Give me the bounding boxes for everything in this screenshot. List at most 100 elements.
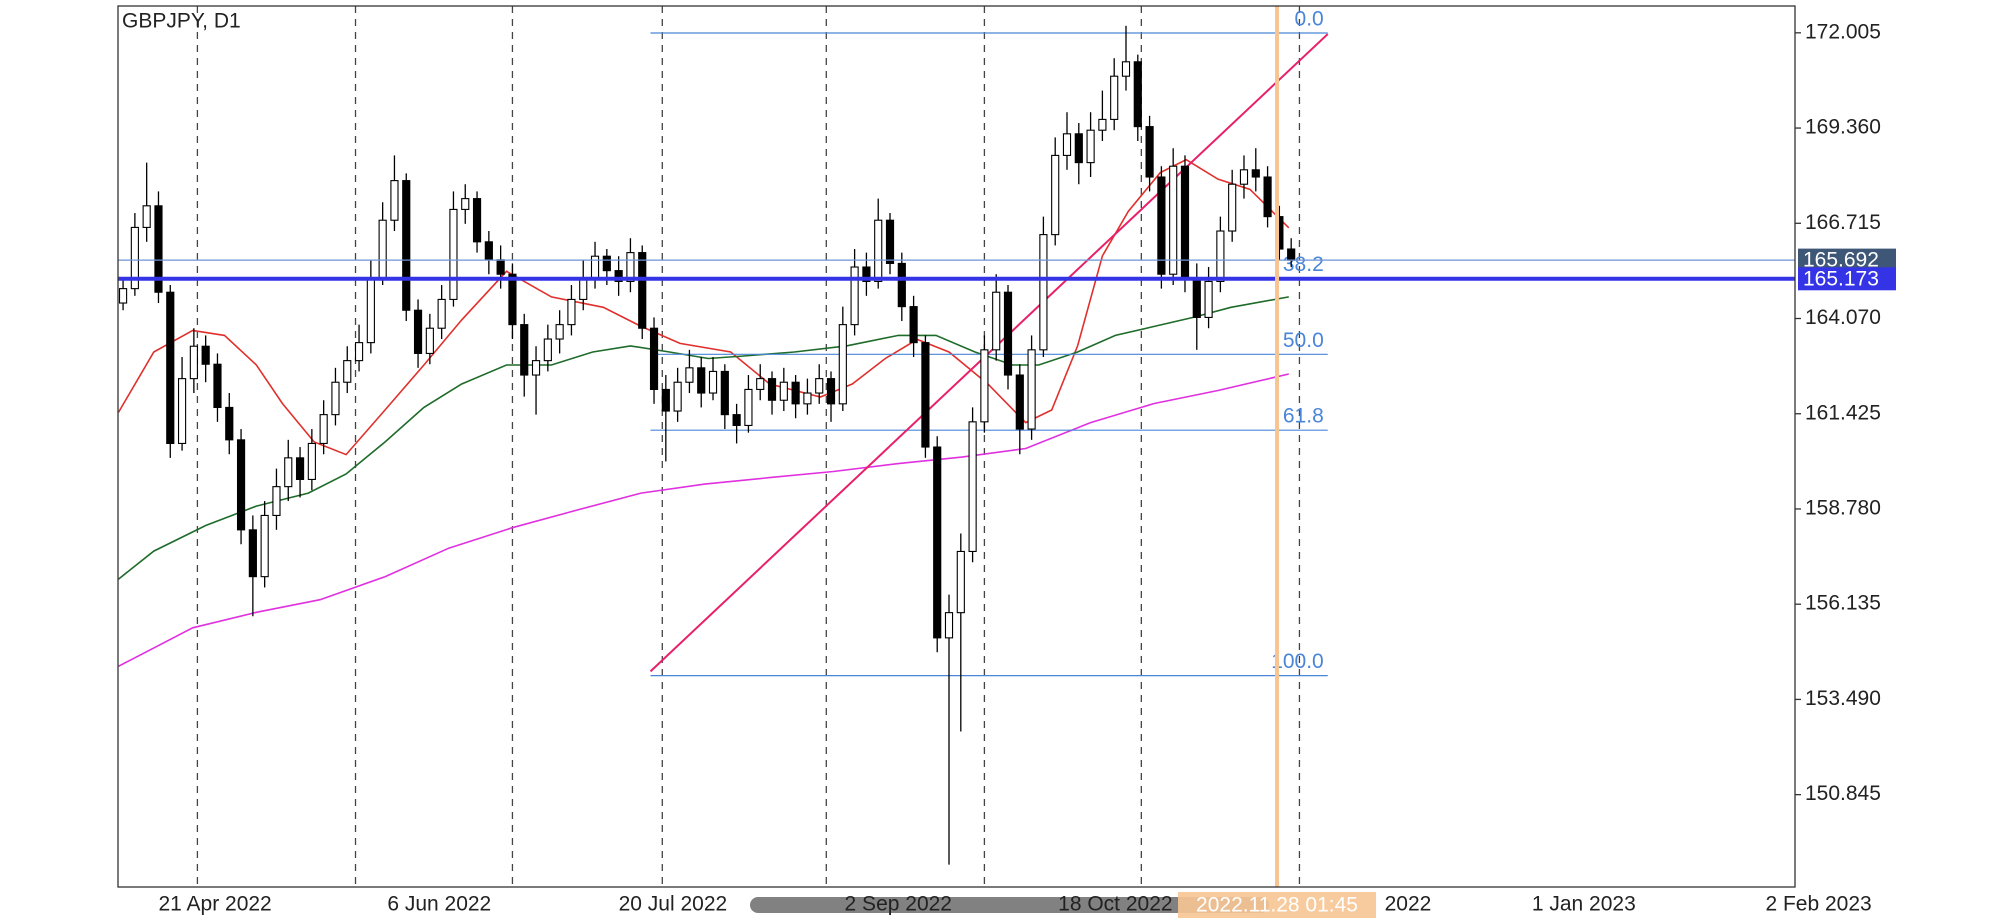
candle-body xyxy=(1039,234,1048,351)
y-tick-label: 156.135 xyxy=(1805,592,1881,615)
candle-body xyxy=(508,273,517,326)
candle-body xyxy=(366,277,375,344)
candle-body xyxy=(496,259,505,275)
scrollbar[interactable] xyxy=(750,897,1269,913)
price-label: 165.173 xyxy=(1803,267,1879,290)
candle-body xyxy=(579,277,588,300)
fib-label: 0.0 xyxy=(1295,8,1324,31)
candle-body xyxy=(154,205,163,293)
candle-body xyxy=(803,392,812,405)
x-tick-label: 6 Jun 2022 xyxy=(387,893,491,916)
candle-body xyxy=(461,198,470,210)
candle-body xyxy=(236,439,246,531)
candle-body xyxy=(567,298,576,326)
x-tick-label: 1 Jan 2023 xyxy=(1532,893,1636,916)
candle-body xyxy=(815,378,824,394)
candle-body xyxy=(272,486,281,516)
candle-body xyxy=(484,241,493,261)
candle-body xyxy=(826,378,836,405)
candle-body xyxy=(378,219,387,279)
candle-body xyxy=(520,324,529,376)
candle-body xyxy=(885,219,895,264)
candle-body xyxy=(343,360,352,383)
x-tick-label: 21 Apr 2022 xyxy=(158,893,271,916)
candle-body xyxy=(248,529,257,578)
candle-body xyxy=(118,288,128,304)
y-tick-label: 169.360 xyxy=(1805,116,1881,139)
candle-body xyxy=(838,324,847,405)
y-tick-label: 158.780 xyxy=(1805,497,1881,520)
candle-body xyxy=(225,406,234,441)
y-tick-label: 166.715 xyxy=(1805,211,1881,234)
candle-body xyxy=(638,252,647,329)
cursor-label-box xyxy=(1178,892,1377,918)
candle-body xyxy=(402,180,411,311)
candle-body xyxy=(897,262,906,308)
candle-body xyxy=(956,550,965,614)
fib-label: 50.0 xyxy=(1283,329,1324,352)
candle-body xyxy=(720,370,729,416)
candle-body xyxy=(756,378,765,390)
axes: 172.005 169.360 166.715 164.070 161.425 158.7… xyxy=(117,5,1896,918)
price-label: 165.692 xyxy=(1803,249,1879,272)
cursor-label: 2022.11.28 01:45 xyxy=(1196,894,1358,917)
y-tick-label: 153.490 xyxy=(1805,687,1881,710)
candle-body xyxy=(1192,277,1201,318)
candle-body xyxy=(390,180,399,221)
candle-body xyxy=(921,342,930,448)
candle-body xyxy=(1228,183,1237,232)
candle-body xyxy=(354,342,364,362)
candle-body xyxy=(1145,126,1154,178)
fib-label: 100.0 xyxy=(1271,650,1324,673)
candle-body xyxy=(1098,118,1107,131)
candle-body xyxy=(142,205,151,228)
y-tick-label: 172.005 xyxy=(1805,20,1881,43)
x-tick-label: 2 Sep 2022 xyxy=(845,893,952,916)
candle-body xyxy=(874,219,883,282)
candle-body xyxy=(1204,280,1213,318)
candle-body xyxy=(1263,176,1272,218)
candle-body xyxy=(213,363,222,408)
candle-body xyxy=(331,381,340,416)
candle-body xyxy=(1121,61,1131,77)
candle-body xyxy=(649,327,659,390)
candle-body xyxy=(425,327,434,354)
candle-body xyxy=(130,226,139,290)
candle-body xyxy=(437,298,446,329)
y-tick-label: 161.425 xyxy=(1805,401,1881,424)
candle-body xyxy=(295,457,305,480)
candle-body xyxy=(909,306,918,344)
candle-body xyxy=(1180,165,1190,279)
candle-body xyxy=(189,345,198,380)
candle-body xyxy=(697,367,706,394)
moving-average xyxy=(118,373,1289,668)
y-tick-label: 164.070 xyxy=(1805,306,1881,329)
candle-body xyxy=(472,198,482,243)
candle-body xyxy=(779,381,788,401)
candle-body xyxy=(661,388,670,412)
candle-body xyxy=(744,388,753,426)
candle-body xyxy=(1003,291,1013,376)
candle-body xyxy=(1062,133,1072,156)
y-tick-label: 150.845 xyxy=(1805,782,1881,805)
candle-body xyxy=(992,291,1001,351)
candle-body xyxy=(980,349,989,423)
candle-body xyxy=(732,414,741,426)
plot-frame xyxy=(117,5,1796,888)
candle-body xyxy=(1216,230,1225,282)
candle-body xyxy=(166,291,175,444)
trendline xyxy=(649,33,1329,673)
candle-body xyxy=(201,345,210,365)
candle-body xyxy=(1015,374,1024,430)
candle-body xyxy=(602,255,611,272)
candle-body xyxy=(449,208,458,300)
candle-body xyxy=(307,442,316,480)
candle-body xyxy=(862,266,871,282)
x-tick-label: 18 Oct 2022 xyxy=(1058,893,1172,916)
price-label-box xyxy=(1798,248,1896,272)
candle-body xyxy=(1086,129,1095,164)
candle-body xyxy=(968,421,977,552)
